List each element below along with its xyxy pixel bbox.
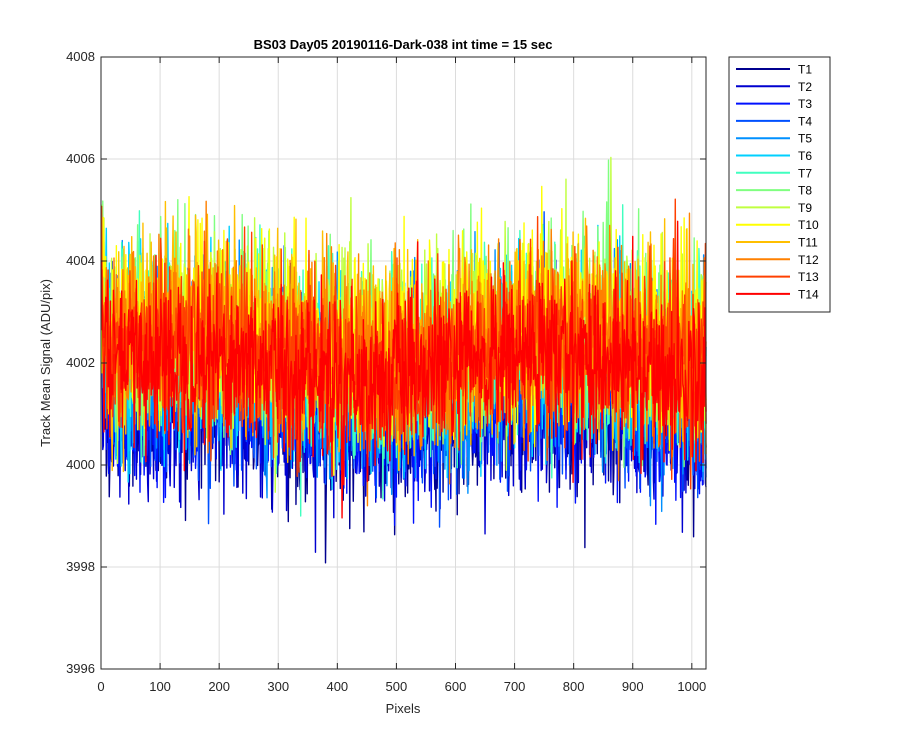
- y-tick-label: 4004: [66, 253, 95, 268]
- series-lines: [100, 156, 707, 564]
- x-tick-label: 300: [267, 679, 289, 694]
- y-tick-label: 4006: [66, 151, 95, 166]
- legend-label-t7: T7: [798, 166, 812, 180]
- chart-title: BS03 Day05 20190116-Dark-038 int time = …: [254, 37, 553, 52]
- legend-label-t14: T14: [798, 287, 819, 301]
- legend-label-t3: T3: [798, 97, 812, 111]
- y-tick-label: 4008: [66, 49, 95, 64]
- x-tick-label: 600: [445, 679, 467, 694]
- y-tick-label: 4000: [66, 457, 95, 472]
- x-axis-label: Pixels: [386, 701, 421, 716]
- x-tick-label: 400: [326, 679, 348, 694]
- legend-entries: T1 T2 T3 T4 T5 T6 T7 T8 T9 T10 T11 T12 T13 T14: [736, 63, 819, 301]
- y-axis-label: Track Mean Signal (ADU/pix): [38, 279, 53, 447]
- legend-label-t4: T4: [798, 114, 812, 128]
- legend-label-t8: T8: [798, 184, 812, 198]
- x-tick-label: 1000: [677, 679, 706, 694]
- y-tick-label: 3996: [66, 661, 95, 676]
- x-tick-label: 200: [208, 679, 230, 694]
- x-tick-label: 900: [622, 679, 644, 694]
- legend-label-t11: T11: [798, 236, 818, 250]
- legend-label-t1: T1: [798, 63, 812, 77]
- x-tick-label: 500: [386, 679, 408, 694]
- axis-ticks: 0 100 200 300 400 500 600 700 800 900 1000 3996 3998…: [66, 49, 706, 694]
- x-tick-label: 100: [149, 679, 171, 694]
- x-tick-label: 0: [97, 679, 104, 694]
- y-tick-label: 3998: [66, 559, 95, 574]
- legend-box: [728, 56, 831, 313]
- legend: T1 T2 T3 T4 T5 T6 T7 T8 T9 T10 T11 T12 T13 T14: [728, 56, 831, 313]
- legend-label-t13: T13: [798, 270, 819, 284]
- series-line-t14: [100, 220, 707, 519]
- legend-label-t9: T9: [798, 201, 812, 215]
- legend-label-t12: T12: [798, 253, 819, 267]
- legend-label-t2: T2: [798, 80, 812, 94]
- y-tick-label: 4002: [66, 355, 95, 370]
- legend-label-t5: T5: [798, 132, 812, 146]
- x-tick-label: 700: [504, 679, 526, 694]
- legend-label-t10: T10: [798, 218, 819, 232]
- x-tick-label: 800: [563, 679, 585, 694]
- legend-label-t6: T6: [798, 149, 812, 163]
